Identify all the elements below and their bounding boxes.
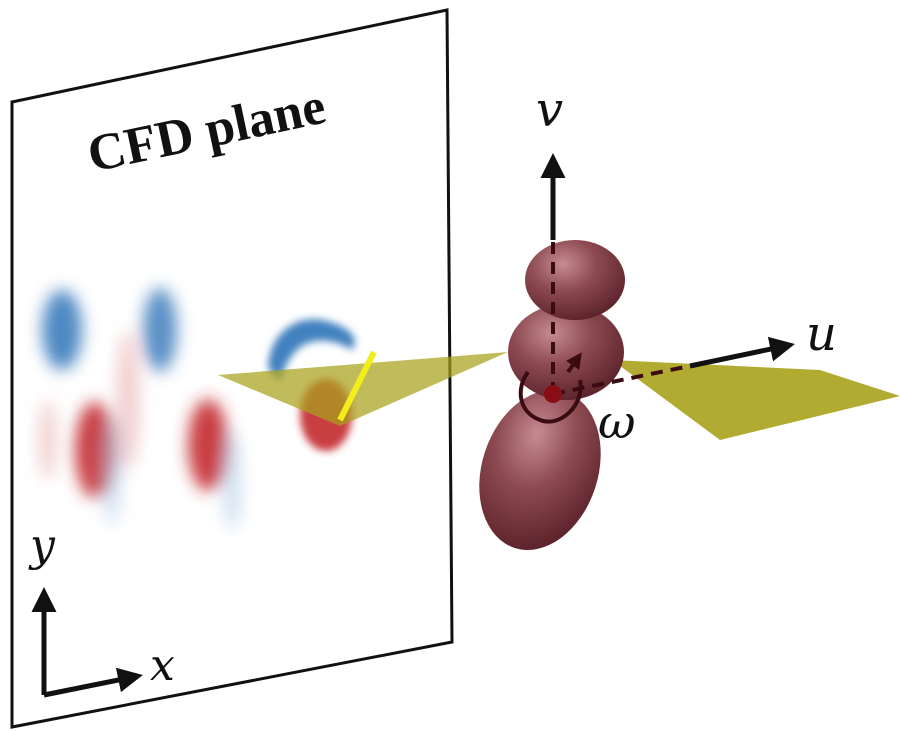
body-lobe-bottom xyxy=(479,389,601,551)
omega-rotation-arrow xyxy=(566,352,582,374)
fin-left xyxy=(218,350,508,426)
x-axis-label: x xyxy=(150,640,175,691)
body-frame: v u ω xyxy=(518,82,837,449)
omega-label: ω xyxy=(598,395,636,449)
body xyxy=(479,240,625,551)
vortex-faint-blue-2 xyxy=(222,430,242,530)
u-axis-label: u xyxy=(806,306,837,362)
vortex-blue-hook xyxy=(268,319,355,382)
u-axis-dashed xyxy=(552,364,691,396)
body-lobe-middle xyxy=(508,304,624,400)
vortex-faint-red-2 xyxy=(38,400,58,480)
cfd-plane-panel xyxy=(10,8,454,729)
fin-right-surface xyxy=(612,360,900,440)
xy-axes: y x xyxy=(28,520,175,698)
vortex-faint-red-1 xyxy=(116,330,140,470)
vortex-blue-2 xyxy=(143,288,177,372)
u-axis-solid xyxy=(689,336,795,369)
fin-right xyxy=(612,360,900,440)
y-axis-label: y xyxy=(28,520,56,571)
body-lobe-top xyxy=(525,240,625,320)
vortex-faint-blue-1 xyxy=(102,415,122,525)
vortex-red-2 xyxy=(188,399,228,491)
x-axis-arrow xyxy=(43,667,143,698)
vortex-blue-1 xyxy=(42,290,82,370)
fin-highlight-edge xyxy=(337,350,377,422)
fin-left-surface xyxy=(218,352,508,426)
omega-rotation-arc xyxy=(518,370,583,424)
center-of-rotation xyxy=(544,385,562,403)
cfd-plane: CFD plane y x xyxy=(10,8,454,729)
v-axis-label: v xyxy=(536,82,563,138)
